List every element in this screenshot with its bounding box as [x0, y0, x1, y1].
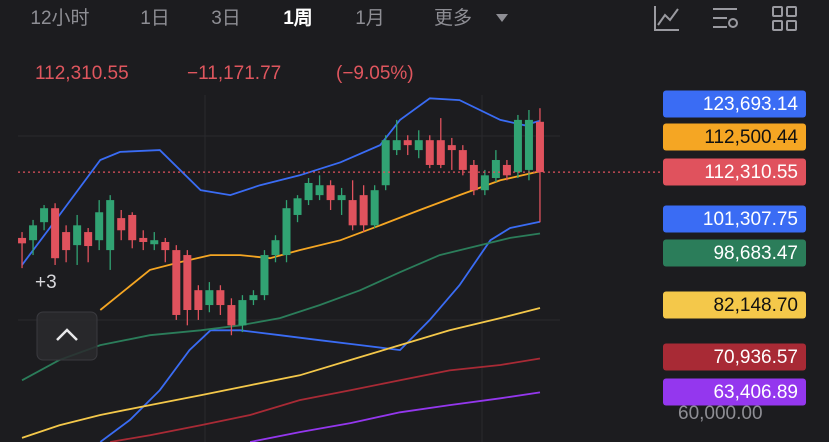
- indicator-line: [99, 220, 541, 442]
- candle-body: [205, 290, 214, 306]
- candle-body: [106, 200, 115, 251]
- candle-body: [227, 305, 236, 326]
- candle-body: [51, 208, 60, 259]
- indicator-line: [21, 232, 541, 382]
- candle-body: [95, 212, 104, 241]
- collapse-button[interactable]: [36, 311, 98, 361]
- price-tag-bg: [663, 291, 806, 319]
- timeframe-tabs: 12小时 1日 3日 1周 1月 更多: [30, 7, 472, 29]
- candle-body: [535, 121, 544, 173]
- candle-body: [480, 175, 489, 191]
- quote-percent: (−9.05%): [336, 63, 414, 84]
- candle-body: [29, 225, 38, 241]
- price-tag-bg: [663, 158, 806, 186]
- price-tag-bg: [663, 90, 806, 118]
- price-tag: 63,406.89: [713, 382, 798, 403]
- y-tick-label: 60,000.00: [678, 403, 763, 424]
- quote-change: −11,171.77: [187, 63, 281, 84]
- candle-body: [392, 140, 401, 151]
- price-tag: 101,307.75: [703, 209, 798, 230]
- price-tag-bg: [663, 205, 806, 233]
- candle-body: [62, 232, 71, 251]
- candle-body: [414, 140, 423, 151]
- candle-body: [447, 145, 456, 151]
- indicator-icon[interactable]: [654, 6, 679, 31]
- candle-body: [315, 185, 324, 196]
- candle-body: [524, 119, 533, 170]
- candle-body: [150, 240, 159, 245]
- indicator-line: [21, 307, 541, 439]
- candle-body: [502, 164, 511, 176]
- layout-icon[interactable]: [772, 6, 797, 31]
- candle-body: [117, 218, 126, 231]
- candle-body: [425, 140, 434, 165]
- price-tag-bg: [663, 123, 806, 151]
- dropdown-arrow[interactable]: [496, 14, 508, 22]
- tab[interactable]: 3日: [211, 8, 241, 29]
- candle-body: [282, 208, 291, 256]
- tab[interactable]: 1周: [283, 7, 313, 29]
- price-tag: 98,683.47: [713, 243, 798, 264]
- candle-body: [293, 198, 302, 215]
- settings-icon[interactable]: [713, 8, 738, 28]
- tab[interactable]: 更多: [434, 7, 472, 29]
- candle-body: [359, 195, 368, 226]
- candle-body: [370, 190, 379, 226]
- candle-body: [40, 208, 49, 223]
- candle-body: [18, 237, 27, 244]
- candle-body: [161, 241, 170, 251]
- price-tag: 123,693.14: [703, 94, 799, 115]
- candle-body: [216, 290, 225, 306]
- hidden-count-marker[interactable]: +3: [35, 272, 57, 293]
- candle-body: [381, 140, 390, 186]
- tab[interactable]: 1日: [140, 8, 170, 29]
- candle-body: [436, 140, 445, 165]
- candle-body: [271, 240, 280, 256]
- candle-body: [73, 225, 82, 246]
- quote-price: 112,310.55: [35, 63, 129, 84]
- price-tag: 112,310.55: [704, 162, 798, 183]
- candle-body: [513, 119, 522, 173]
- candle-body: [238, 300, 247, 326]
- candle-body: [128, 214, 137, 241]
- price-tag: 70,936.57: [713, 347, 798, 368]
- candle-body: [84, 232, 93, 247]
- price-tag-bg: [663, 343, 806, 371]
- candle-body: [337, 195, 346, 201]
- plot-area: [18, 97, 544, 442]
- candle-body: [403, 140, 412, 146]
- tab[interactable]: 1月: [355, 8, 385, 29]
- candle-body: [304, 182, 313, 201]
- candle-body: [458, 150, 467, 170]
- candle-body: [326, 185, 335, 201]
- indicator-line: [21, 97, 541, 266]
- price-tag-bg: [663, 378, 806, 406]
- candle-body: [260, 255, 269, 296]
- candle-body: [491, 160, 500, 179]
- price-tag-bg: [663, 239, 806, 267]
- tab[interactable]: 12小时: [30, 7, 89, 29]
- candle-body: [183, 255, 192, 311]
- price-tags: 60,000.00 123,693.14 112,500.44 101,307.75 9…: [663, 90, 806, 424]
- candle-body: [469, 164, 478, 191]
- candle-body: [172, 250, 181, 315]
- indicator-line: [249, 391, 541, 442]
- candle-body: [139, 237, 148, 242]
- indicator-line: [110, 357, 541, 442]
- candle-body: [194, 290, 203, 311]
- price-tag: 112,500.44: [704, 127, 798, 148]
- candle-body: [249, 295, 258, 301]
- candle-body: [348, 200, 357, 226]
- price-tag: 82,148.70: [713, 295, 798, 316]
